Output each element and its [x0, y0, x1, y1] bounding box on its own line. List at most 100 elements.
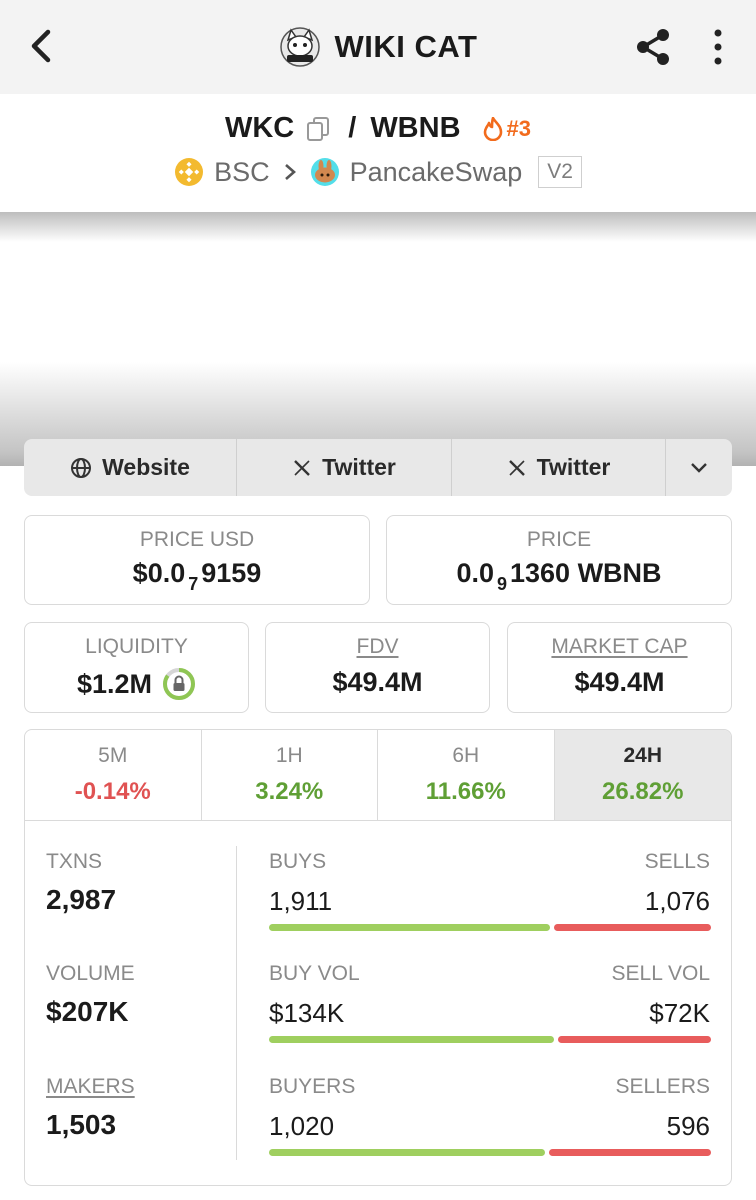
liquidity-label: LIQUIDITY: [85, 635, 188, 658]
globe-icon: [71, 457, 92, 478]
buyers-label: BUYERS: [269, 1075, 356, 1098]
txns-ratio-bar: [269, 924, 711, 931]
chevron-down-icon: [691, 462, 707, 473]
txns-sell-bar: [554, 924, 711, 931]
price-native-prefix: 0.0: [456, 558, 494, 588]
price-usd-zeros: 7: [188, 574, 199, 594]
copy-icon[interactable]: [306, 116, 330, 142]
sells-value: 1,076: [644, 886, 710, 916]
more-options-icon[interactable]: [706, 28, 730, 66]
tab-5m[interactable]: 5M -0.14%: [25, 730, 202, 820]
fdv-label[interactable]: FDV: [356, 635, 399, 658]
buy-vol-label: BUY VOL: [269, 962, 360, 985]
pair-title: WKC / WBNB #3: [0, 112, 756, 145]
top-bar: WIKI CAT: [0, 0, 756, 94]
bnb-chain-icon: [175, 158, 204, 186]
website-link[interactable]: Website: [24, 439, 237, 496]
tab-1h[interactable]: 1H 3.24%: [202, 730, 378, 820]
x-logo-icon: [294, 459, 311, 476]
tab-1h-change: 3.24%: [255, 778, 324, 805]
fdv-card[interactable]: FDV $49.4M: [265, 622, 490, 713]
twitter-link[interactable]: Twitter: [237, 439, 452, 496]
tab-1h-label: 1H: [275, 744, 303, 767]
pancakeswap-icon: [310, 158, 339, 186]
fdv-value: $49.4M: [332, 667, 423, 697]
social-links: Website Twitter Twitter: [24, 439, 732, 496]
price-usd-digits: 9159: [201, 558, 262, 588]
liquidity-card: LIQUIDITY $1.2M: [24, 622, 249, 713]
twitter-label: Twitter: [322, 454, 396, 480]
tab-6h-label: 6H: [452, 744, 480, 767]
sells-label: SELLS: [644, 850, 710, 873]
price-usd-value: $0.0 7 9159: [25, 558, 369, 594]
makers-buy-bar: [269, 1149, 545, 1156]
rank-value: #3: [506, 115, 531, 141]
buy-vol-value: $134K: [269, 998, 345, 1028]
volume-label: VOLUME: [46, 962, 135, 985]
twitter-label-2: Twitter: [536, 454, 611, 480]
tab-5m-label: 5M: [98, 744, 128, 767]
price-native-card: PRICE 0.0 9 1360 WBNB: [386, 515, 732, 605]
chart-area: [0, 212, 756, 466]
wiki-cat-logo-icon: [279, 27, 320, 67]
txns-label: TXNS: [46, 850, 103, 873]
period-tabs: 5M -0.14% 1H 3.24% 6H 11.66% 24H 26.82%: [24, 729, 732, 821]
price-native-label: PRICE: [526, 528, 592, 551]
app-title: WIKI CAT: [334, 29, 478, 64]
dex-name[interactable]: PancakeSwap: [349, 156, 523, 187]
makers-value: 1,503: [46, 1109, 117, 1140]
price-native-digits: 1360 WBNB: [510, 558, 662, 588]
tab-5m-change: -0.14%: [74, 778, 151, 805]
dex-version-badge: V2: [538, 156, 582, 188]
pair-separator: /: [348, 112, 357, 144]
tab-6h[interactable]: 6H 11.66%: [378, 730, 555, 820]
sellers-value: 596: [666, 1111, 710, 1141]
x-logo-icon: [508, 459, 525, 476]
website-label: Website: [102, 454, 190, 480]
tab-24h-label: 24H: [623, 744, 663, 767]
liquidity-value-row: $1.2M: [25, 667, 248, 701]
sell-vol-value: $72K: [649, 998, 710, 1028]
volume-ratio-bar: [269, 1036, 711, 1043]
price-native-zeros: 9: [496, 574, 507, 594]
trade-stats: TXNS 2,987 BUYS SELLS 1,911 1,076 VOLUME…: [24, 820, 732, 1186]
chevron-right-icon: [284, 164, 296, 180]
volume-buy-bar: [269, 1036, 554, 1043]
trending-rank[interactable]: #3: [483, 116, 531, 142]
back-arrow-icon[interactable]: [22, 26, 62, 66]
txns-buy-bar: [269, 924, 550, 931]
volume-value: $207K: [46, 996, 129, 1027]
quote-token: WBNB: [370, 112, 461, 144]
stats-divider: [236, 846, 237, 1160]
chain-name[interactable]: BSC: [214, 156, 270, 187]
tab-24h-change: 26.82%: [602, 778, 684, 805]
price-native-value: 0.0 9 1360 WBNB: [387, 558, 731, 594]
buyers-value: 1,020: [269, 1111, 335, 1141]
flame-icon: [483, 116, 502, 141]
liquidity-value: $1.2M: [76, 668, 153, 699]
share-icon[interactable]: [632, 26, 674, 68]
pair-info: WKC / WBNB #3 BSC: [0, 94, 756, 212]
market-cap-card[interactable]: MARKET CAP $49.4M: [507, 622, 732, 713]
market-cap-label[interactable]: MARKET CAP: [551, 635, 688, 658]
title-wrap: WIKI CAT: [0, 0, 756, 94]
more-links-toggle[interactable]: [666, 439, 732, 496]
sellers-label: SELLERS: [615, 1075, 710, 1098]
price-usd-prefix: $0.0: [132, 558, 186, 588]
twitter-link-2[interactable]: Twitter: [452, 439, 666, 496]
liquidity-lock-icon[interactable]: [162, 667, 196, 701]
makers-label[interactable]: MAKERS: [46, 1075, 135, 1098]
txns-value: 2,987: [46, 884, 117, 915]
makers-sell-bar: [549, 1149, 711, 1156]
price-usd-label: PRICE USD: [139, 528, 255, 551]
volume-sell-bar: [558, 1036, 711, 1043]
buys-label: BUYS: [269, 850, 327, 873]
market-cap-value: $49.4M: [574, 667, 665, 697]
makers-ratio-bar: [269, 1149, 711, 1156]
buys-value: 1,911: [269, 886, 333, 916]
tab-6h-change: 11.66%: [425, 778, 506, 805]
price-usd-card: PRICE USD $0.0 7 9159: [24, 515, 370, 605]
chain-breadcrumb: BSC PancakeSwap V2: [0, 156, 756, 188]
sell-vol-label: SELL VOL: [611, 962, 710, 985]
tab-24h[interactable]: 24H 26.82%: [554, 730, 731, 820]
